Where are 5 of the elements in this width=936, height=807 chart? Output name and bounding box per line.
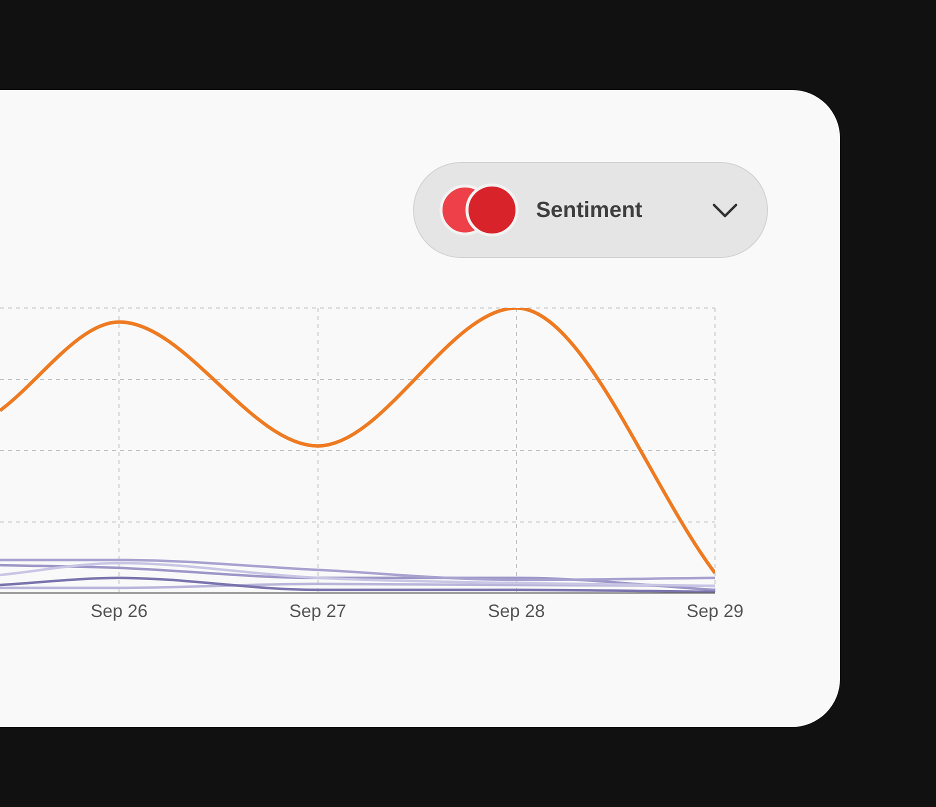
x-tick-label: Sep 26	[90, 600, 148, 621]
x-tick-label: Sep 28	[488, 600, 545, 621]
x-tick-label: Sep 29	[686, 600, 744, 621]
text: Sentiment	[536, 197, 642, 223]
x-tick-label: Sep 27	[289, 600, 346, 621]
